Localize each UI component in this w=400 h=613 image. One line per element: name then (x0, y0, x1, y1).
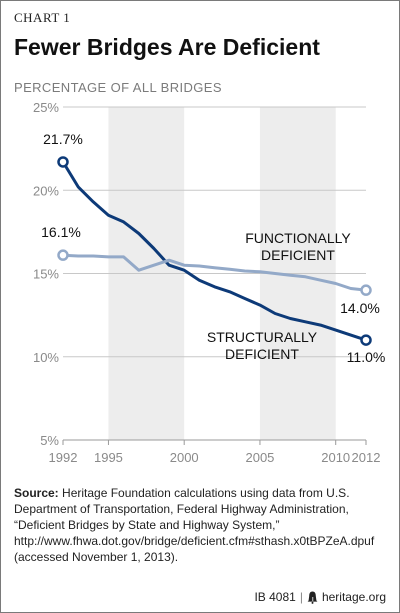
chart-number: CHART 1 (14, 10, 71, 25)
series-name-label: DEFICIENT (225, 346, 299, 362)
series-start-label: 16.1% (41, 224, 81, 240)
source-text: Heritage Foundation calculations using d… (14, 486, 375, 564)
series-name-label: DEFICIENT (261, 247, 335, 263)
chart-subtitle: PERCENTAGE OF ALL BRIDGES (14, 80, 222, 95)
y-tick-label: 15% (33, 267, 59, 282)
x-tick-label: 1995 (94, 450, 123, 465)
source-label: Source: (14, 486, 59, 500)
footer-divider: | (299, 590, 303, 604)
x-tick-label: 2010 (321, 450, 350, 465)
series-start-label: 21.7% (43, 131, 83, 147)
series-line (62, 253, 367, 292)
publication-code: IB 4081 (254, 590, 296, 604)
x-tick-label: 2005 (245, 450, 274, 465)
x-tick-label: 2000 (170, 450, 199, 465)
series-end-label: 14.0% (340, 300, 380, 316)
y-tick-label: 10% (33, 350, 59, 365)
y-tick-label: 5% (40, 433, 59, 448)
series-endpoint-marker (57, 156, 69, 168)
series-name-label: FUNCTIONALLY (245, 230, 351, 246)
series-endpoint-marker (57, 249, 69, 261)
footer: IB 4081 | heritage.org (254, 590, 386, 604)
y-tick-label: 20% (33, 183, 59, 198)
line-chart: 5% 10% 15% 20% 25% 1992 1995 2000 2005 2010 2012 21… (33, 100, 386, 465)
source-note: Source: Heritage Foundation calculations… (14, 485, 386, 565)
series-name-label: STRUCTURALLY (207, 329, 318, 345)
liberty-bell-icon (307, 591, 318, 604)
chart-title: Fewer Bridges Are Deficient (14, 34, 320, 60)
x-tick-label: 1992 (49, 450, 78, 465)
site-name: heritage.org (321, 590, 386, 604)
series-end-label: 11.0% (347, 349, 386, 365)
series-endpoint-marker (360, 284, 372, 296)
y-tick-label: 25% (33, 100, 59, 115)
series-endpoint-marker (360, 334, 372, 346)
x-tick-label: 2012 (352, 450, 381, 465)
series-line (61, 161, 367, 342)
